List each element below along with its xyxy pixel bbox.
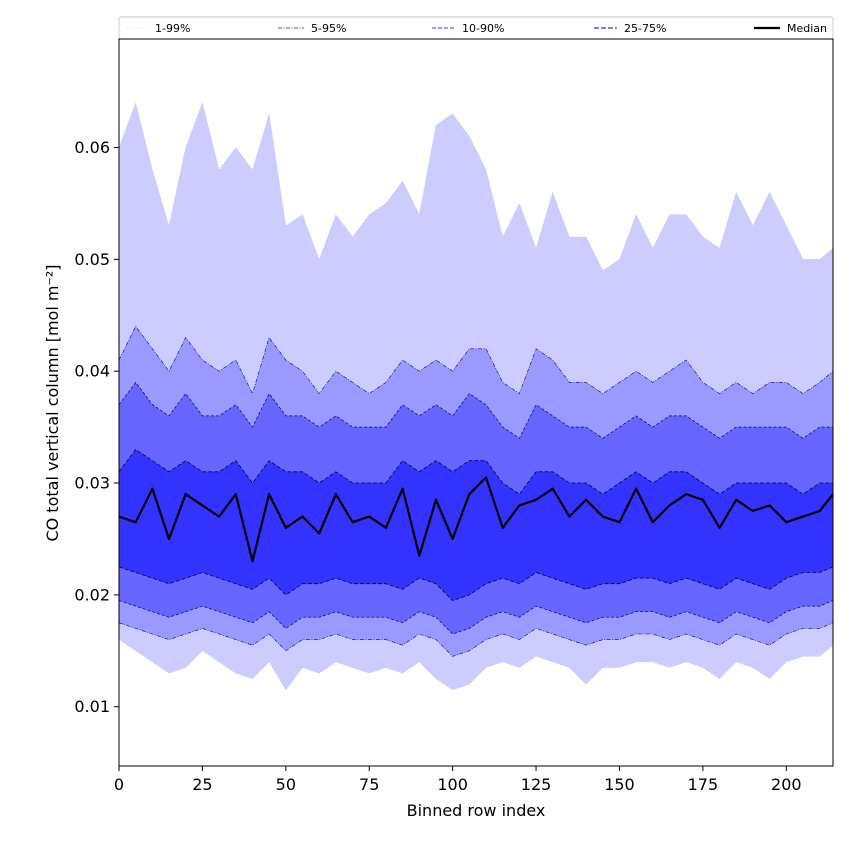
band-edge-lower-1-99% <box>119 639 833 691</box>
band-edge-lower-5-95% <box>119 622 833 657</box>
x-tick-label: 100 <box>437 775 468 794</box>
band-edge-upper-25-75% <box>119 448 833 495</box>
band-edge-lower-25-75% <box>119 566 833 601</box>
legend: 1-99% 5-95% 10-90% 25-75% Median <box>118 16 834 40</box>
y-tick-label: 0.04 <box>74 362 110 381</box>
legend-label-25-75%: 25-75% <box>624 22 666 35</box>
band-25-75% <box>119 449 833 601</box>
legend-label-1-99%: 1-99% <box>155 22 190 35</box>
axes: 0 25 50 75 100 125 150 175 200 0.01 0.02 0.03 0.04 0.… <box>74 138 801 794</box>
bands <box>119 101 833 691</box>
x-tick-label: 75 <box>359 775 379 794</box>
median-line <box>119 476 833 563</box>
y-tick-label: 0.06 <box>74 138 110 157</box>
x-tick-label: 175 <box>688 775 719 794</box>
x-tick-label: 25 <box>192 775 212 794</box>
y-axis-label: CO total vertical column [mol m⁻²] <box>43 264 62 541</box>
x-tick-label: 150 <box>604 775 635 794</box>
plot-area <box>119 101 833 691</box>
band-edge-upper-10-90% <box>119 381 833 439</box>
y-tick-label: 0.02 <box>74 585 110 604</box>
y-tick-label: 0.05 <box>74 250 110 269</box>
x-tick-label: 200 <box>771 775 802 794</box>
legend-label-Median: Median <box>787 22 827 35</box>
x-tick-label: 0 <box>114 775 124 794</box>
x-tick-label: 125 <box>521 775 552 794</box>
band-edge-upper-1-99% <box>119 101 833 271</box>
y-tick-label: 0.03 <box>74 474 110 493</box>
y-tick-label: 0.01 <box>74 697 110 716</box>
legend-label-5-95%: 5-95% <box>311 22 346 35</box>
band-edge-lower-10-90% <box>119 600 833 635</box>
plot-frame <box>118 38 834 767</box>
x-axis-label: Binned row index <box>407 801 546 820</box>
legend-label-10-90%: 10-90% <box>462 22 504 35</box>
x-tick-label: 50 <box>276 775 296 794</box>
